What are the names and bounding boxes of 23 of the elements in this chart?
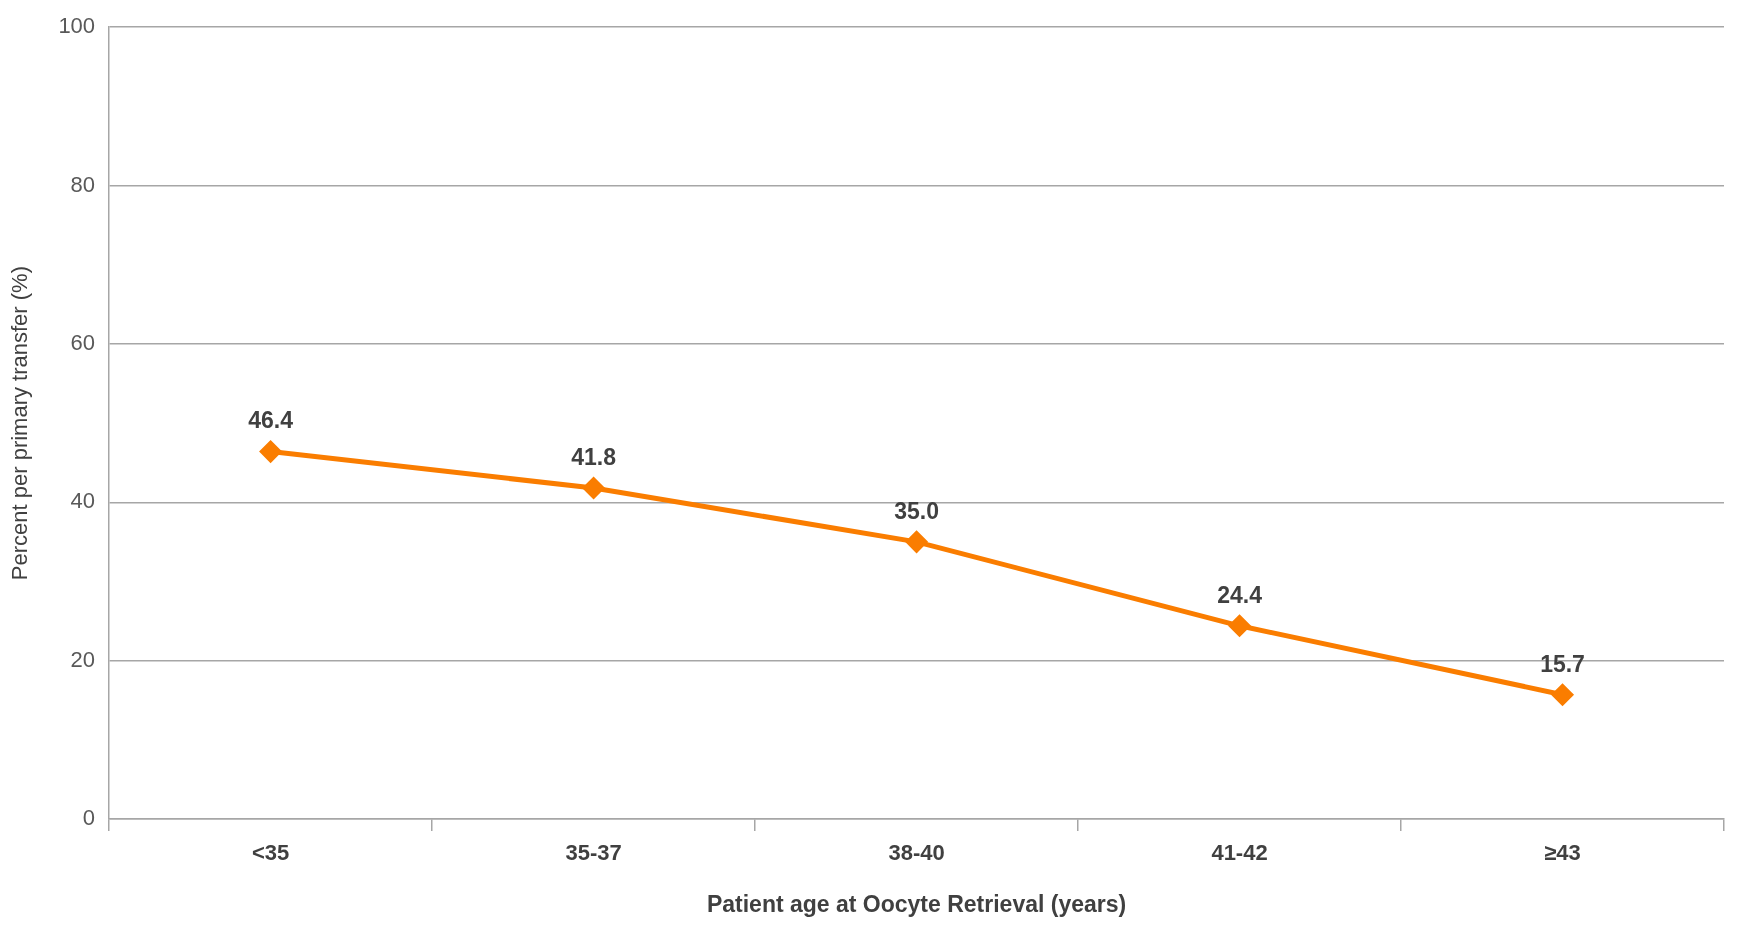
y-tick-label: 40 bbox=[70, 488, 96, 514]
y-tick-label: 0 bbox=[82, 805, 96, 831]
point bbox=[906, 531, 928, 553]
x-tick-label: 35-37 bbox=[565, 840, 622, 866]
y-tick-label: 100 bbox=[58, 13, 96, 39]
x-tick-label: 41-42 bbox=[1211, 840, 1268, 866]
y-tick-label: 20 bbox=[70, 646, 96, 672]
x-tick-label: <35 bbox=[251, 840, 290, 866]
text: 35.0 bbox=[894, 497, 939, 524]
text: 15.7 bbox=[1540, 650, 1585, 677]
y-axis-title: Percent per primary transfer (%) bbox=[7, 266, 33, 581]
y-tick-label: 60 bbox=[70, 329, 96, 355]
y-tick-label: 80 bbox=[70, 171, 96, 197]
x-tick-label: ≥43 bbox=[1544, 840, 1581, 866]
x-axis-title: Patient age at Oocyte Retrieval (years) bbox=[706, 890, 1127, 917]
point bbox=[260, 441, 282, 463]
text: 24.4 bbox=[1217, 581, 1262, 608]
text: 46.4 bbox=[248, 407, 293, 434]
point bbox=[1229, 615, 1251, 637]
point bbox=[1552, 684, 1574, 706]
text: 41.8 bbox=[571, 443, 616, 470]
point bbox=[583, 477, 605, 499]
x-tick-label: 38-40 bbox=[888, 840, 945, 866]
